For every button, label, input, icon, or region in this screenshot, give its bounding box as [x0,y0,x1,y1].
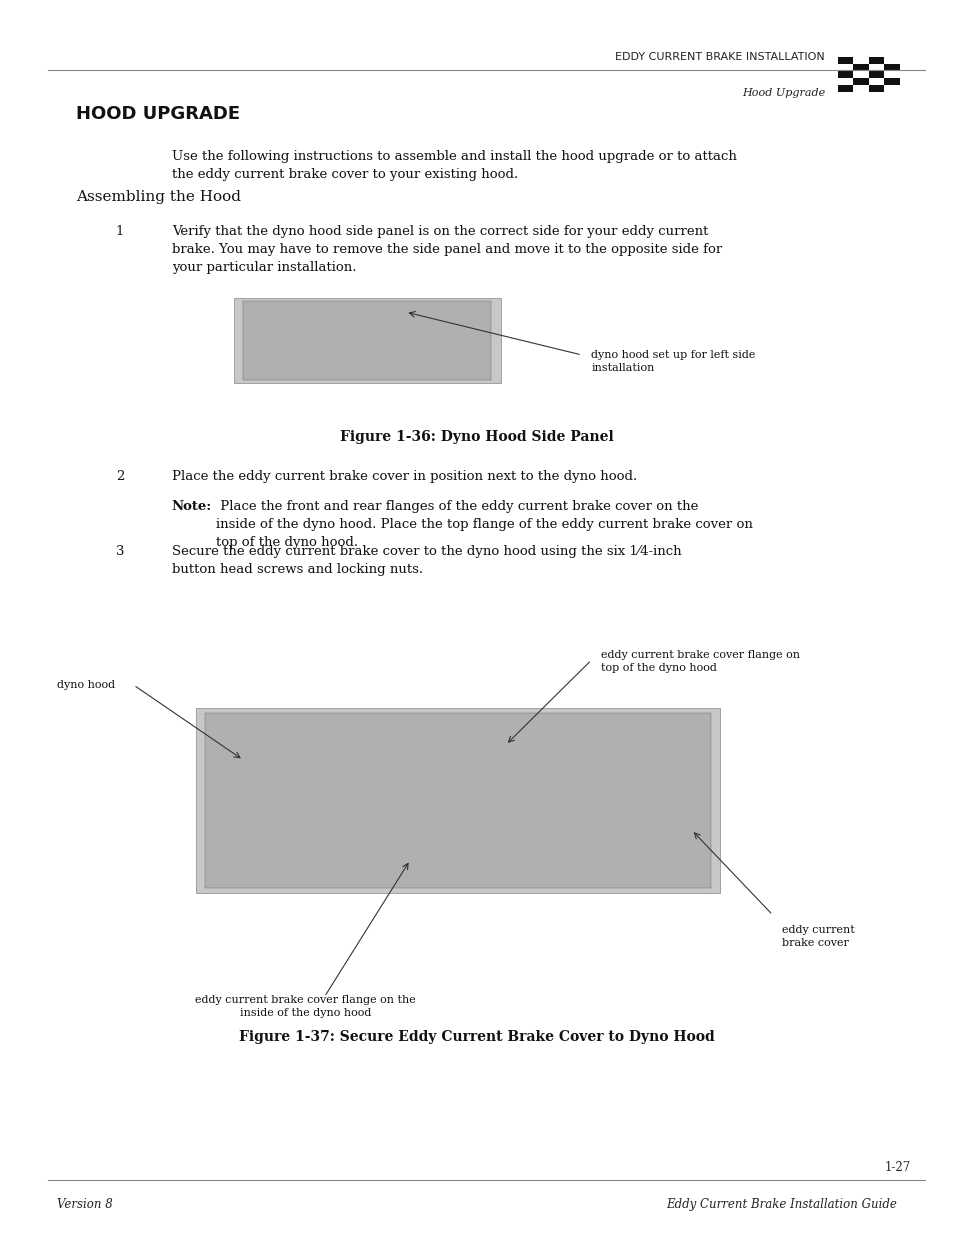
Text: Assembling the Hood: Assembling the Hood [76,190,241,204]
Text: Note:: Note: [172,500,212,513]
Text: Figure 1-37: Secure Eddy Current Brake Cover to Dyno Hood: Figure 1-37: Secure Eddy Current Brake C… [239,1030,714,1044]
Text: dyno hood: dyno hood [57,680,115,690]
Text: 3: 3 [115,545,124,558]
Bar [883,64,899,70]
Text: Figure 1-36: Dyno Hood Side Panel: Figure 1-36: Dyno Hood Side Panel [340,430,613,445]
Bar [195,708,720,893]
Bar [852,64,867,70]
Text: Hood Upgrade: Hood Upgrade [741,88,824,98]
Bar [867,85,883,91]
Text: 1: 1 [115,225,124,238]
Bar [837,57,899,91]
Bar [867,57,883,64]
Text: 2: 2 [115,471,124,483]
Text: Place the eddy current brake cover in position next to the dyno hood.: Place the eddy current brake cover in po… [172,471,637,483]
Bar [867,64,883,70]
Text: Place the front and rear flanges of the eddy current brake cover on the
inside o: Place the front and rear flanges of the … [215,500,752,550]
Bar [883,57,899,64]
Text: HOOD UPGRADE: HOOD UPGRADE [76,105,240,124]
Bar [837,70,852,78]
Bar [852,78,867,85]
Text: Use the following instructions to assemble and install the hood upgrade or to at: Use the following instructions to assemb… [172,149,736,182]
Bar [205,713,710,888]
Bar [883,70,899,78]
Bar [852,57,867,64]
Bar [243,300,491,379]
Bar [883,78,899,85]
Bar [837,57,852,64]
Text: Secure the eddy current brake cover to the dyno hood using the six 1⁄4-inch
butt: Secure the eddy current brake cover to t… [172,545,680,576]
Text: Eddy Current Brake Installation Guide: Eddy Current Brake Installation Guide [665,1198,896,1212]
Text: EDDY CURRENT BRAKE INSTALLATION: EDDY CURRENT BRAKE INSTALLATION [615,52,824,62]
Bar [837,64,852,70]
Text: dyno hood set up for left side
installation: dyno hood set up for left side installat… [591,350,755,373]
Text: 1-27: 1-27 [883,1161,910,1174]
Bar [837,85,852,91]
Text: eddy current brake cover flange on the
inside of the dyno hood: eddy current brake cover flange on the i… [194,995,416,1018]
Bar [852,85,867,91]
Bar [867,78,883,85]
Text: eddy current
brake cover: eddy current brake cover [781,925,854,948]
Bar [233,298,500,383]
Bar [867,70,883,78]
Text: Version 8: Version 8 [57,1198,112,1212]
Bar [837,78,852,85]
Bar [883,85,899,91]
Bar [852,70,867,78]
Text: Verify that the dyno hood side panel is on the correct side for your eddy curren: Verify that the dyno hood side panel is … [172,225,721,274]
Text: eddy current brake cover flange on
top of the dyno hood: eddy current brake cover flange on top o… [600,650,800,673]
